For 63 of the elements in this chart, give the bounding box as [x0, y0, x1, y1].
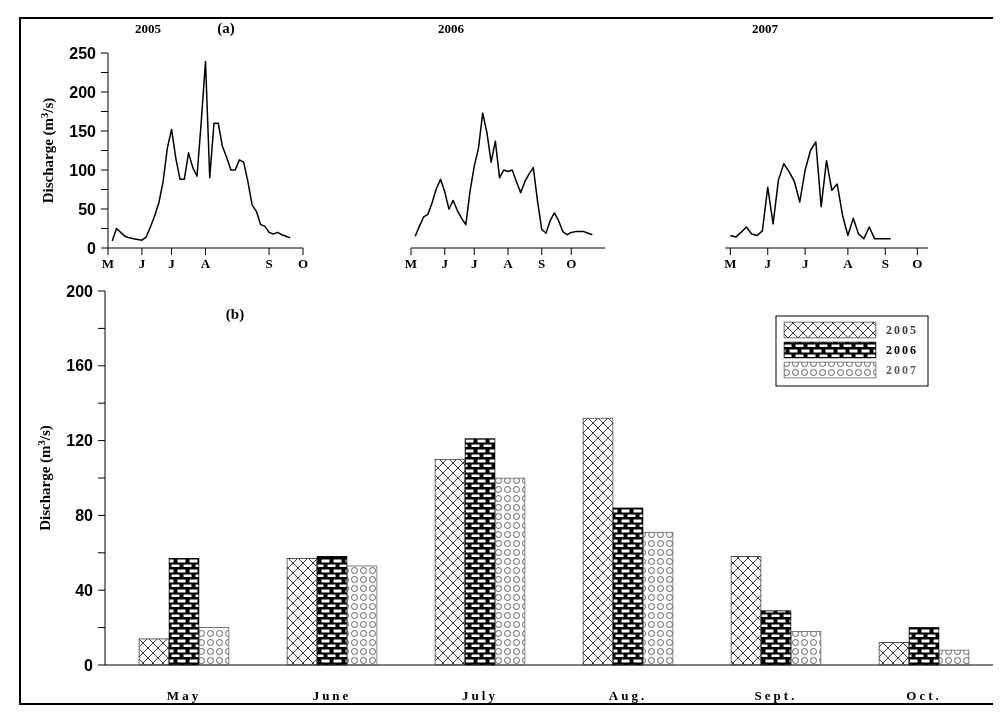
bar	[316, 556, 348, 666]
bar	[494, 477, 526, 666]
y-tick-label: 200	[69, 83, 97, 101]
y-tick-label: 150	[69, 122, 97, 140]
chart-title: 2006	[438, 21, 465, 36]
x-tick-label: O	[297, 256, 309, 271]
y-tick-label: 200	[66, 282, 94, 300]
x-tick-label: June	[312, 688, 352, 703]
x-tick-label: Aug.	[608, 688, 648, 703]
y-tick-label: 0	[84, 656, 94, 674]
annotation: (b)	[225, 306, 245, 323]
bar	[464, 438, 496, 666]
y-tick-label: 80	[75, 507, 94, 524]
x-tick-label: J	[441, 256, 449, 271]
x-tick-label: M	[724, 256, 737, 271]
x-tick-label: M	[404, 256, 418, 271]
text: 2005	[886, 323, 918, 338]
x-tick-label: Sept.	[754, 688, 798, 703]
bar	[168, 557, 200, 666]
y-tick-label: 100	[69, 161, 97, 179]
y-tick-label: 250	[69, 44, 97, 62]
x-tick-label: S	[881, 256, 889, 271]
x-tick-label: J	[168, 256, 176, 271]
y-tick-label: 160	[66, 357, 94, 375]
x-tick-label: J	[471, 256, 479, 271]
bar	[878, 642, 910, 666]
x-tick-label: O	[912, 256, 923, 271]
bar	[286, 557, 318, 666]
y-tick-label: 0	[87, 239, 97, 257]
y-tick-label: 50	[78, 200, 97, 218]
x-tick-label: J	[138, 256, 146, 271]
x-tick-label: A	[200, 256, 211, 271]
text: (a)	[217, 20, 235, 37]
bar	[790, 630, 822, 666]
text: 2006	[886, 343, 918, 358]
bar	[730, 556, 762, 666]
bar	[198, 627, 230, 666]
x-tick-label: Oct.	[906, 688, 942, 703]
bar	[908, 627, 940, 666]
x-tick-label: S	[538, 256, 546, 271]
x-tick-label: A	[843, 256, 854, 271]
x-tick-label: J	[801, 256, 809, 271]
text: 2007	[886, 363, 918, 378]
bar	[434, 458, 466, 666]
x-tick-label: May	[166, 688, 202, 703]
y-tick-label: 40	[75, 581, 94, 599]
x-tick-label: S	[265, 256, 273, 271]
x-tick-label: J	[764, 256, 772, 271]
bar	[346, 565, 378, 666]
chart-title: 2005	[135, 21, 162, 36]
x-tick-label: O	[566, 256, 577, 271]
line-series	[111, 60, 292, 242]
y-tick-label: 120	[66, 432, 94, 450]
bar	[138, 638, 170, 666]
chart-title: 2007	[752, 21, 779, 36]
bar	[582, 417, 614, 666]
bar	[760, 610, 792, 666]
x-tick-label: A	[503, 256, 514, 271]
bar	[938, 649, 970, 666]
x-tick-label: July	[462, 688, 498, 703]
bar	[642, 531, 674, 666]
x-tick-label: M	[101, 256, 115, 271]
bar	[612, 507, 644, 666]
